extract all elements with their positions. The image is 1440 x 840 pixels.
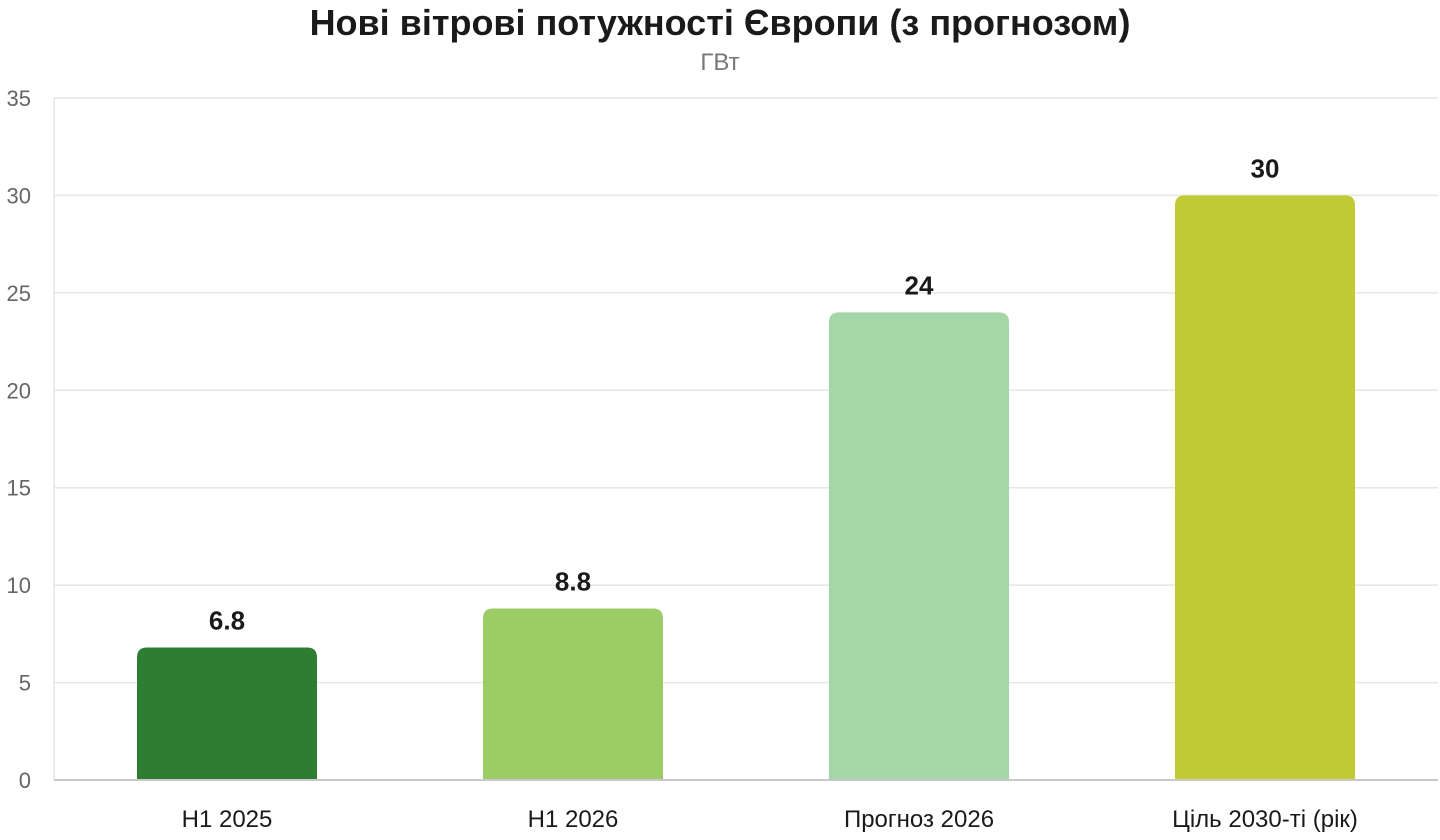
x-category-label: Прогноз 2026 xyxy=(844,806,994,833)
x-category-label: H1 2025 xyxy=(182,806,273,833)
bar xyxy=(137,647,317,780)
y-tick-label: 15 xyxy=(7,476,31,501)
data-label: 6.8 xyxy=(209,605,245,635)
chart-subtitle: ГВт xyxy=(700,49,740,76)
y-tick-label: 0 xyxy=(19,768,31,793)
y-tick-label: 35 xyxy=(7,86,31,111)
x-category-label: H1 2026 xyxy=(528,806,619,833)
data-label: 8.8 xyxy=(555,567,591,597)
x-category-label: Ціль 2030-ті (рік) xyxy=(1172,806,1358,833)
bar xyxy=(483,608,663,780)
y-tick-label: 30 xyxy=(7,183,31,208)
data-label: 30 xyxy=(1251,153,1280,183)
y-tick-label: 5 xyxy=(19,671,31,696)
chart-title: Нові вітрові потужності Європи (з прогно… xyxy=(309,2,1131,43)
y-tick-label: 20 xyxy=(7,378,31,403)
bar xyxy=(1175,195,1355,780)
y-tick-label: 25 xyxy=(7,281,31,306)
data-label: 24 xyxy=(905,270,934,300)
y-tick-label: 10 xyxy=(7,573,31,598)
bar xyxy=(829,312,1009,780)
